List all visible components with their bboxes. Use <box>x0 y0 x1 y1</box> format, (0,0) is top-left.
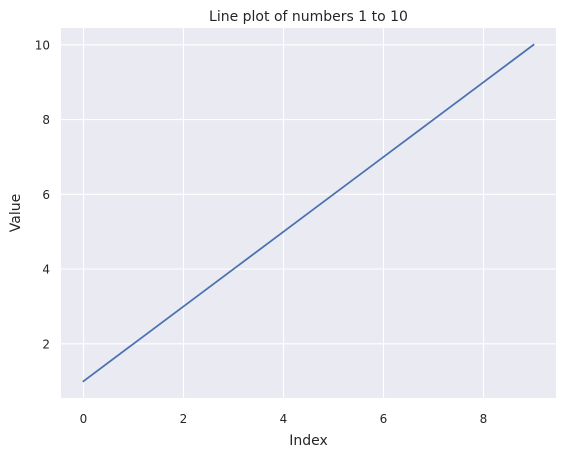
x-grid-lines <box>82 28 485 398</box>
y-tick-label: 6 <box>42 188 50 202</box>
series-group <box>82 43 535 383</box>
y-axis-label: Value <box>8 194 24 232</box>
x-tick-labels: 0 2 4 6 8 <box>80 412 488 426</box>
y-tick-label: 8 <box>42 113 50 127</box>
y-grid-lines <box>61 44 556 345</box>
x-tick-label: 6 <box>380 412 388 426</box>
y-tick-label: 4 <box>42 263 50 277</box>
y-tick-label: 2 <box>42 337 50 351</box>
y-tick-labels: 2 4 6 8 10 <box>35 38 50 351</box>
x-tick-label: 2 <box>180 412 188 426</box>
series-line-0 <box>82 43 535 383</box>
x-tick-label: 0 <box>80 412 88 426</box>
chart-title: Line plot of numbers 1 to 10 <box>209 9 408 25</box>
x-tick-label: 4 <box>280 412 288 426</box>
x-tick-label: 8 <box>480 412 488 426</box>
y-tick-label: 10 <box>35 38 50 52</box>
x-axis-label: Index <box>289 433 328 449</box>
